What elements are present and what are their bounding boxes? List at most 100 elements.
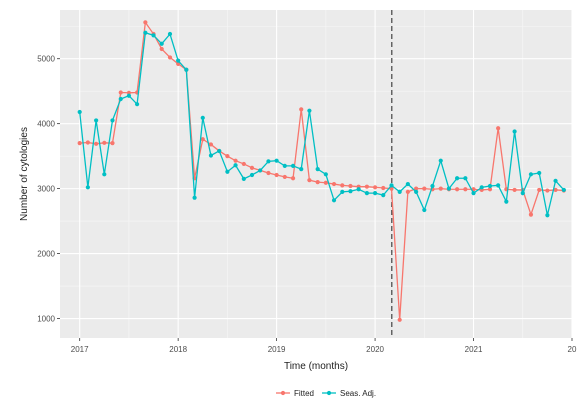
data-point-fitted	[274, 172, 279, 178]
data-point-fitted	[364, 184, 370, 189]
data-point-seas-adj	[561, 187, 566, 193]
data-point-seas-adj	[430, 183, 435, 189]
data-point-seas-adj	[200, 115, 205, 120]
data-point-fitted	[299, 107, 304, 112]
data-point-fitted	[405, 189, 410, 194]
panel-background	[60, 10, 572, 338]
data-point-fitted	[225, 154, 230, 159]
data-point-seas-adj	[151, 33, 156, 38]
data-point-seas-adj	[315, 167, 320, 172]
data-point-fitted	[143, 20, 148, 25]
legend-key-point	[280, 390, 286, 396]
data-point-fitted	[553, 187, 558, 193]
data-point-fitted	[241, 161, 246, 167]
data-point-fitted	[512, 187, 517, 193]
data-point-seas-adj	[454, 176, 460, 181]
data-point-fitted	[167, 55, 173, 60]
data-point-fitted	[454, 187, 460, 192]
data-point-seas-adj	[422, 207, 427, 213]
data-point-fitted	[340, 183, 345, 188]
y-axis-title: Number of cytologies	[19, 127, 30, 221]
data-point-seas-adj	[110, 118, 115, 123]
data-point-seas-adj	[85, 185, 90, 190]
data-point-fitted	[496, 126, 501, 131]
legend-label: Seas. Adj.	[340, 389, 376, 398]
data-point-fitted	[397, 317, 402, 322]
data-point-seas-adj	[356, 187, 361, 192]
data-point-seas-adj	[159, 41, 164, 46]
data-point-seas-adj	[323, 172, 328, 177]
data-point-seas-adj	[282, 163, 287, 168]
data-point-fitted	[85, 140, 90, 145]
data-point-seas-adj	[249, 172, 255, 178]
data-point-seas-adj	[192, 195, 197, 200]
data-point-seas-adj	[266, 159, 271, 164]
data-point-fitted	[110, 141, 115, 146]
data-point-seas-adj	[545, 213, 550, 218]
x-axis-title: Time (months)	[284, 361, 348, 372]
data-point-fitted	[463, 187, 468, 192]
data-point-seas-adj	[233, 163, 238, 168]
data-point-fitted	[372, 185, 378, 190]
data-point-seas-adj	[217, 148, 222, 154]
data-point-seas-adj	[102, 172, 107, 177]
legend-item-fitted: Fitted	[276, 389, 314, 398]
data-point-seas-adj	[299, 167, 304, 172]
data-point-seas-adj	[471, 191, 476, 196]
y-tick-label: 4000	[37, 120, 55, 129]
data-point-seas-adj	[537, 170, 542, 176]
x-tick-label: 2017	[71, 345, 89, 354]
data-point-fitted	[233, 158, 238, 163]
data-point-seas-adj	[364, 191, 370, 196]
series-layer	[77, 20, 566, 322]
data-point-seas-adj	[143, 30, 148, 35]
data-point-seas-adj	[258, 168, 263, 173]
series-seas-adj	[77, 30, 566, 218]
legend-label: Fitted	[294, 389, 314, 398]
data-point-fitted	[126, 90, 132, 95]
data-point-fitted	[307, 178, 312, 183]
data-point-fitted	[422, 186, 427, 191]
y-tick-label: 2000	[37, 250, 55, 259]
data-point-fitted	[200, 137, 205, 142]
data-point-fitted	[414, 186, 419, 191]
data-point-seas-adj	[479, 185, 484, 190]
legend-key-point	[326, 390, 332, 396]
data-point-seas-adj	[225, 169, 230, 174]
x-tick-label: 2020	[366, 345, 384, 354]
y-tick-label: 3000	[37, 185, 55, 194]
data-point-seas-adj	[176, 58, 181, 63]
x-tick-label: 2018	[169, 345, 187, 354]
data-point-seas-adj	[167, 31, 173, 37]
data-point-seas-adj	[274, 158, 279, 163]
data-point-fitted	[118, 90, 123, 95]
data-point-fitted	[331, 181, 337, 187]
data-point-fitted	[323, 180, 328, 185]
data-point-seas-adj	[512, 129, 517, 134]
data-point-seas-adj	[463, 176, 468, 181]
data-point-seas-adj	[118, 96, 123, 102]
data-point-seas-adj	[414, 189, 419, 194]
legend-item-seas-adj: Seas. Adj.	[322, 389, 376, 398]
data-point-seas-adj	[446, 186, 452, 191]
y-tick-label: 5000	[37, 55, 55, 64]
legend: Fitted Seas. Adj.	[276, 389, 376, 398]
data-point-seas-adj	[241, 176, 246, 181]
data-point-fitted	[102, 140, 107, 145]
data-point-fitted	[77, 141, 82, 146]
data-point-fitted	[315, 180, 320, 185]
data-point-fitted	[537, 187, 542, 193]
y-tick-label: 1000	[37, 315, 55, 324]
data-point-fitted	[528, 212, 534, 217]
data-point-fitted	[176, 61, 181, 67]
data-point-fitted	[249, 165, 255, 170]
data-point-fitted	[487, 187, 493, 192]
data-point-seas-adj	[372, 191, 378, 196]
data-point-seas-adj	[520, 191, 525, 196]
data-point-seas-adj	[184, 67, 189, 72]
data-point-fitted	[348, 183, 353, 189]
data-point-seas-adj	[496, 183, 501, 188]
data-point-seas-adj	[528, 172, 534, 177]
data-point-seas-adj	[397, 189, 402, 194]
